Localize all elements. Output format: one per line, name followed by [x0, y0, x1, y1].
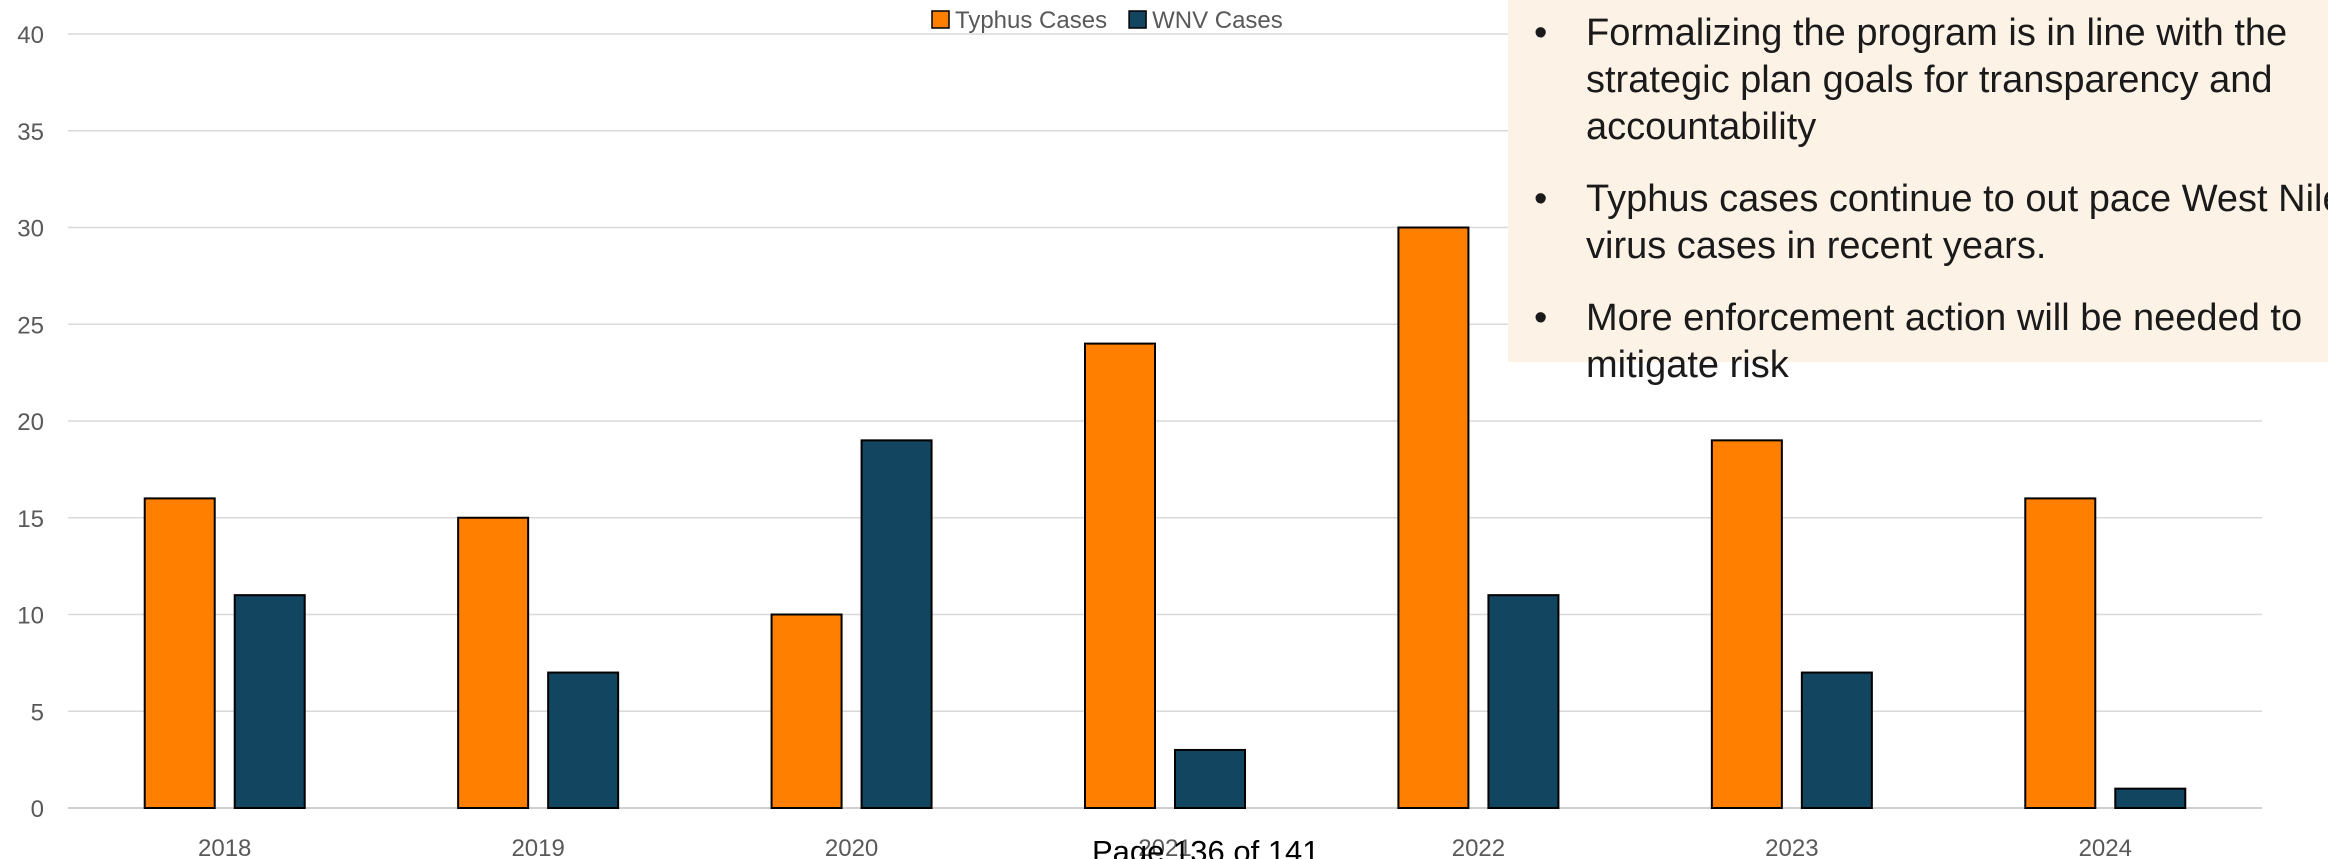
note-line: accountability — [1586, 106, 1817, 148]
bar-wnv-cases-2021 — [1174, 748, 1246, 810]
legend-entry-label: WNV Cases — [1152, 7, 1283, 34]
x-tick-label: 2022 — [1452, 835, 1505, 859]
note-bullet-item: • More enforcement action will be needed … — [1524, 295, 2328, 389]
bullet-glyph: • — [1534, 12, 1548, 54]
y-tick-label: 10 — [17, 603, 44, 630]
x-tick-label: 2020 — [825, 835, 878, 859]
bar-typhus-cases-2021 — [1084, 342, 1156, 809]
x-tick-label: 2018 — [198, 835, 251, 859]
x-tick-label: 2019 — [511, 835, 564, 859]
notes-list: • Formalizing the program is in line with… — [1524, 10, 2328, 389]
legend-swatch — [1128, 10, 1147, 29]
x-tick-label: 2021 — [1138, 835, 1191, 859]
y-tick-label: 5 — [31, 699, 44, 726]
y-tick-label: 25 — [17, 312, 44, 339]
notes-panel: • Formalizing the program is in line with… — [1508, 0, 2328, 386]
note-line: Typhus cases continue to out pace West N… — [1586, 178, 2328, 220]
bullet-glyph: • — [1534, 178, 1548, 220]
x-axis-tick-labels: 2018 2019 2020 2021 2022 2023 2024 — [198, 835, 2132, 859]
gridlines — [68, 33, 2262, 809]
note-line: virus cases in recent years. — [1586, 225, 2047, 267]
note-line: Formalizing the program is in line with … — [1586, 12, 2288, 54]
bar-typhus-cases-2022 — [1397, 226, 1470, 809]
page-number-label: Page 136 of 141 — [1092, 834, 1320, 859]
y-tick-label: 0 — [31, 796, 44, 823]
bar-typhus-cases-2019 — [457, 516, 530, 809]
bullet-glyph: • — [1534, 297, 1548, 339]
bar-typhus-cases-2018 — [143, 497, 216, 809]
note-line: More enforcement action will be needed t… — [1586, 297, 2303, 339]
note-bullet-item: • Formalizing the program is in line with… — [1524, 10, 2328, 151]
x-tick-label: 2023 — [1765, 835, 1818, 859]
legend: Typhus Cases WNV Cases — [931, 7, 1283, 34]
bar-wnv-cases-2022 — [1487, 594, 1560, 810]
note-bullet-item: • Typhus cases continue to out pace West … — [1524, 176, 2328, 270]
y-tick-label: 35 — [17, 119, 44, 146]
legend-swatch — [931, 10, 950, 29]
x-tick-label: 2024 — [2079, 835, 2132, 859]
bar-wnv-cases-2023 — [1800, 671, 1873, 809]
bar-wnv-cases-2019 — [547, 671, 620, 809]
y-axis-tick-labels: 0 5 10 15 20 25 30 35 40 — [17, 22, 44, 823]
y-tick-label: 20 — [17, 409, 44, 436]
bar-typhus-cases-2023 — [1710, 439, 1783, 809]
y-tick-label: 30 — [17, 216, 44, 243]
y-tick-label: 15 — [17, 506, 44, 533]
bars — [143, 226, 2187, 810]
y-tick-label: 40 — [17, 22, 44, 49]
note-line: mitigate risk — [1586, 344, 1789, 386]
legend-entry-label: Typhus Cases — [955, 7, 1107, 34]
bar-wnv-cases-2020 — [860, 439, 933, 809]
bar-wnv-cases-2024 — [2114, 787, 2187, 810]
bar-wnv-cases-2018 — [233, 594, 306, 810]
bar-typhus-cases-2020 — [770, 613, 843, 809]
note-line: strategic plan goals for transparency an… — [1586, 59, 2273, 101]
bar-typhus-cases-2024 — [2024, 497, 2097, 809]
